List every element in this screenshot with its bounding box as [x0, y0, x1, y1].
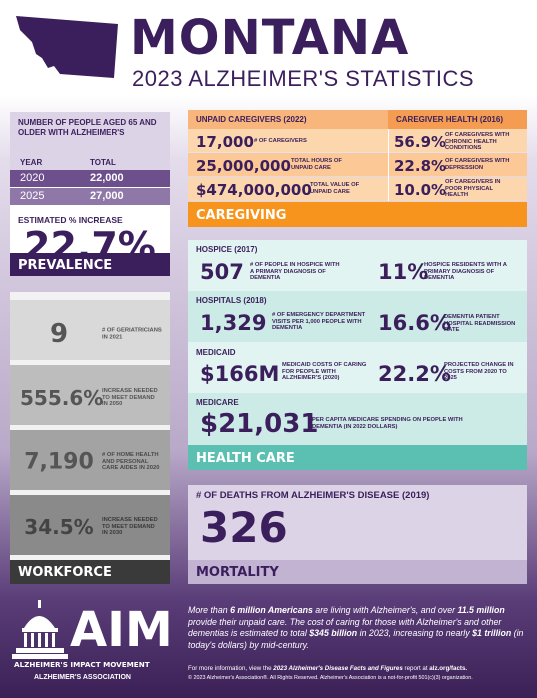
value: $474,000,000 — [196, 181, 312, 199]
text: (in today's dollars) by mid-century. — [188, 628, 524, 650]
band — [188, 342, 527, 393]
tile — [10, 300, 170, 360]
column-title-box: UNPAID CAREGIVERS (2022) — [188, 110, 388, 129]
text: in 2023, increasing to nearly — [357, 628, 473, 638]
label: # OF PEOPLE IN HOSPICE WITH A PRIMARY DI… — [250, 262, 340, 282]
section-label: MORTALITY — [188, 560, 527, 584]
column-title-box: CAREGIVER HEALTH (2016) — [388, 110, 527, 129]
highlight: $345 billion — [309, 628, 358, 638]
tile — [10, 365, 170, 425]
text: More than — [188, 605, 231, 615]
value: 17,000 — [196, 133, 254, 151]
year: 2025 — [20, 190, 45, 202]
workforce-value: 555.6% — [20, 386, 104, 410]
text: report at — [402, 665, 430, 672]
highlight: $1 trillion — [472, 628, 512, 638]
value: 22.8% — [394, 157, 447, 175]
text: are living with Alzheimer's, and over — [312, 605, 458, 615]
label: # OF CAREGIVERS — [254, 138, 307, 144]
summary: More than 6 million Americans are living… — [188, 605, 528, 651]
more-info: For more information, view the 2023 Alzh… — [188, 665, 533, 672]
value: 1,329 — [200, 311, 267, 335]
prevalence-heading-box: NUMBER OF PEOPLE AGED 65 AND OLDER WITH … — [10, 112, 170, 154]
workforce-label: INCREASE NEEDED TO MEET DEMAND IN 2030 — [102, 517, 158, 537]
value: 11% — [378, 260, 429, 284]
table-row — [10, 188, 170, 205]
group-title: HOSPITALS (2018) — [196, 296, 267, 305]
logo: AIM — [70, 602, 173, 658]
partner: ALZHEIMER'S ASSOCIATION — [34, 674, 131, 681]
mortality-value: 326 — [200, 503, 288, 552]
section-label: CAREGIVING — [188, 202, 527, 227]
divider — [388, 129, 389, 201]
row — [188, 153, 527, 176]
workforce-label: # OF HOME HEALTH AND PERSONAL CARE AIDES… — [102, 452, 160, 472]
capitol-icon — [12, 600, 68, 659]
label: TOTAL HOURS OF UNPAID CARE — [291, 158, 342, 171]
tile — [10, 495, 170, 555]
group-title: HOSPICE (2017) — [196, 245, 258, 254]
prevalence-heading: NUMBER OF PEOPLE AGED 65 AND OLDER WITH … — [18, 118, 157, 137]
value: 25,000,000 — [196, 157, 291, 175]
value: 22.2% — [378, 362, 451, 386]
link[interactable]: alz.org/facts. — [429, 665, 468, 672]
value: $166M — [200, 362, 280, 386]
mortality-title: # OF DEATHS FROM ALZHEIMER'S DISEASE (20… — [196, 490, 430, 501]
label: PER CAPITA MEDICARE SPENDING ON PEOPLE W… — [312, 417, 463, 430]
value: 16.6% — [378, 311, 451, 335]
label: OF CAREGIVERS WITH CHRONIC HEALTH CONDIT… — [445, 132, 510, 152]
label: OF CAREGIVERS WITH DEPRESSION — [445, 158, 510, 171]
row — [188, 129, 527, 152]
band — [188, 291, 527, 342]
band — [188, 240, 527, 291]
value: 507 — [200, 260, 244, 284]
text: provide their unpaid care. The cost of c… — [188, 616, 502, 639]
column-header: TOTAL — [90, 158, 116, 167]
section-label: PREVALENCE — [10, 253, 170, 276]
group-title: MEDICARE — [196, 398, 239, 407]
total: 22,000 — [90, 172, 124, 184]
subtitle: 2023 ALZHEIMER'S STATISTICS — [132, 66, 475, 91]
band — [188, 393, 527, 445]
year: 2020 — [20, 172, 45, 184]
row — [188, 177, 527, 201]
value: 56.9% — [394, 133, 447, 151]
column-title: CAREGIVER HEALTH (2016) — [396, 115, 503, 124]
group-title: MEDICAID — [196, 348, 236, 357]
label: PROJECTED CHANGE IN COSTS FROM 2020 TO 2… — [444, 362, 514, 382]
increase-label: ESTIMATED % INCREASE — [18, 215, 123, 225]
workforce-value: 34.5% — [24, 515, 94, 539]
table-row — [10, 170, 170, 187]
section-label: WORKFORCE — [10, 560, 170, 584]
total: 27,000 — [90, 190, 124, 202]
state-silhouette — [16, 16, 118, 78]
copyright: © 2023 Alzheimer's Association®. All Rig… — [188, 675, 473, 681]
highlight: 11.5 million — [457, 605, 505, 615]
label: TOTAL VALUE OF UNPAID CARE — [310, 182, 360, 195]
label: HOSPICE RESIDENTS WITH A PRIMARY DIAGNOS… — [424, 262, 507, 282]
report: 2023 Alzheimer's Disease Facts and Figur… — [273, 665, 403, 672]
workforce-label: INCREASE NEEDED TO MEET DEMAND IN 2050 — [102, 388, 158, 408]
workforce-value: 9 — [49, 319, 69, 349]
label: MEDICAID COSTS OF CARING FOR PEOPLE WITH… — [282, 362, 367, 382]
text: For more information, view the — [188, 665, 274, 672]
label: DEMENTIA PATIENT HOSPITAL READMISSION RA… — [444, 314, 516, 334]
workforce-value: 7,190 — [24, 449, 94, 475]
column-title: UNPAID CAREGIVERS (2022) — [196, 115, 307, 124]
title: MONTANA — [130, 10, 410, 66]
label: # OF EMERGENCY DEPARTMENT VISITS PER 1,0… — [272, 312, 366, 332]
workforce-label: # OF GERIATRICIANS IN 2021 — [102, 327, 162, 340]
tile — [10, 430, 170, 490]
highlight: 6 million Americans — [230, 605, 313, 615]
section-label: HEALTH CARE — [188, 445, 527, 470]
value: $21,031 — [200, 409, 319, 439]
value: 10.0% — [394, 181, 447, 199]
column-header: YEAR — [20, 158, 43, 167]
label: OF CAREGIVERS IN POOR PHYSICAL HEALTH — [445, 179, 501, 199]
table-header — [10, 154, 170, 170]
logo-name: ALZHEIMER'S IMPACT MOVEMENT — [14, 660, 150, 669]
